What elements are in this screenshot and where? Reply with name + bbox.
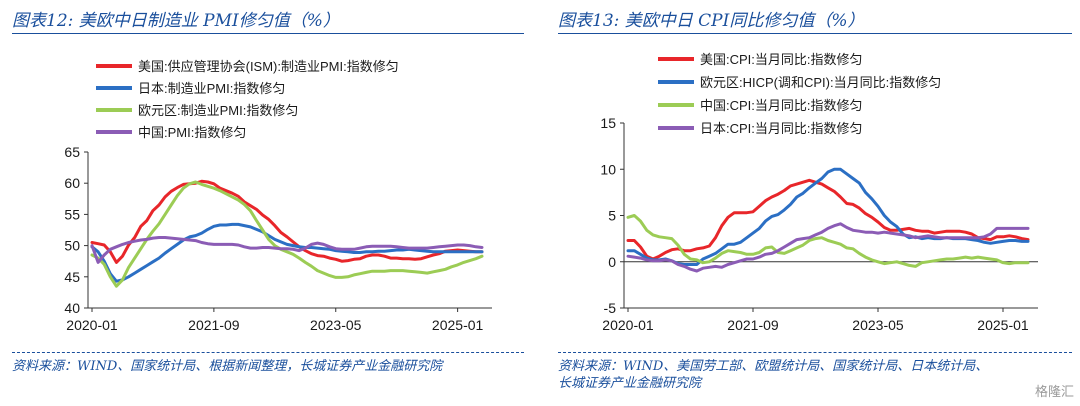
series-line-3 (90, 180, 484, 288)
cpi-chart: 美国:CPI:当月同比:指数修匀欧元区:HICP(调和CPI):当月同比:指数修… (600, 52, 1038, 333)
legend-label: 中国:CPI:当月同比:指数修匀 (700, 98, 863, 113)
left-source-rule (12, 352, 524, 353)
x-tick-label: 2021-09 (188, 317, 240, 333)
x-tick-label: 2025-01 (977, 317, 1029, 333)
y-tick-label: 50 (64, 238, 80, 254)
right-source-note: 资料来源：WIND、美国劳工部、欧盟统计局、国家统计局、日本统计局、长城证券产业… (558, 359, 989, 391)
series-line-4 (626, 222, 1030, 273)
x-tick-label: 2025-01 (432, 317, 484, 333)
left-title-rule (12, 33, 524, 34)
left-chart-title: 图表12: 美欧中日制造业 PMI修匀值（%） (12, 11, 340, 31)
series-line-3 (626, 214, 1030, 268)
x-tick-label: 2020-01 (602, 317, 654, 333)
series-line-4 (90, 236, 484, 264)
y-tick-label: 5 (608, 208, 616, 224)
watermark-logo: 格隆汇 (1034, 385, 1074, 400)
legend-label: 日本:CPI:当月同比:指数修匀 (700, 121, 863, 136)
x-tick-label: 2023-05 (852, 317, 904, 333)
right-source-rule (558, 352, 1072, 353)
legend-label: 欧元区:制造业PMI:指数修匀 (138, 103, 298, 118)
y-tick-label: 45 (64, 269, 80, 285)
x-tick-label: 2021-09 (727, 317, 779, 333)
pmi-chart: 美国:供应管理协会(ISM):制造业PMI:指数修匀日本:制造业PMI:指数修匀… (64, 59, 492, 333)
series-line-2 (90, 222, 484, 283)
y-tick-label: -5 (604, 300, 617, 316)
legend-label: 中国:PMI:指数修匀 (138, 125, 246, 140)
right-chart-title: 图表13: 美欧中日 CPI同比修匀值（%） (558, 11, 865, 31)
y-tick-label: 15 (600, 115, 616, 131)
legend-label: 日本:制造业PMI:指数修匀 (138, 81, 285, 96)
legend-label: 欧元区:HICP(调和CPI):当月同比:指数修匀 (700, 75, 941, 90)
series-line-1 (626, 178, 1030, 261)
left-source-note: 资料来源：WIND、国家统计局、根据新闻整理，长城证券产业金融研究院 (12, 359, 443, 374)
y-tick-label: 10 (600, 161, 616, 177)
legend-label: 美国:CPI:当月同比:指数修匀 (700, 52, 863, 67)
y-tick-label: 40 (64, 300, 80, 316)
legend-label: 美国:供应管理协会(ISM):制造业PMI:指数修匀 (138, 59, 399, 74)
y-tick-label: 0 (608, 254, 616, 270)
series-line-1 (90, 179, 484, 264)
y-tick-label: 60 (64, 175, 80, 191)
x-tick-label: 2020-01 (66, 317, 118, 333)
y-tick-label: 65 (64, 144, 80, 160)
y-tick-label: 55 (64, 206, 80, 222)
right-title-rule (558, 33, 1072, 34)
x-tick-label: 2023-05 (310, 317, 362, 333)
